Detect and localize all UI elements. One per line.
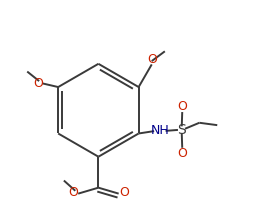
Text: O: O	[147, 53, 157, 66]
Text: O: O	[177, 100, 187, 113]
Text: NH: NH	[151, 124, 169, 137]
Text: S: S	[177, 123, 186, 137]
Text: O: O	[177, 146, 187, 160]
Text: O: O	[119, 186, 129, 199]
Text: O: O	[68, 186, 78, 199]
Text: O: O	[33, 77, 43, 90]
